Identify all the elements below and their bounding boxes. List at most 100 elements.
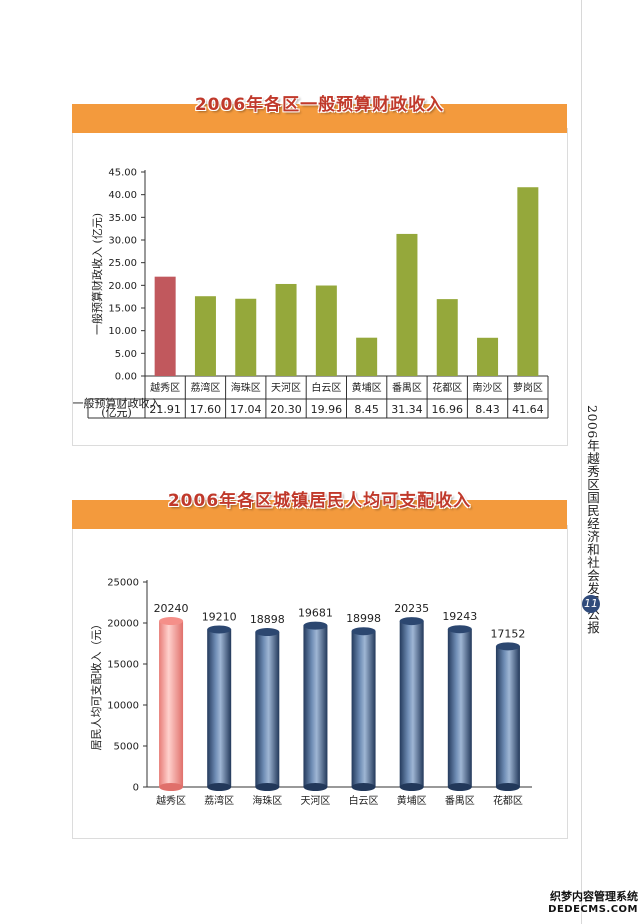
chart2-value-label: 19210 — [202, 610, 237, 623]
chart1-table-row-label-unit: (亿元) — [101, 406, 132, 419]
chart2-bar-cap — [255, 628, 280, 637]
page-number: 11 — [582, 595, 600, 613]
chart1-bar — [517, 187, 539, 376]
chart2-bar-cap — [303, 621, 328, 630]
chart2-bar — [495, 646, 520, 787]
chart1-bar — [477, 337, 499, 376]
chart2-y-tick-label: 10000 — [107, 701, 139, 712]
chart1-value-label: 20.30 — [270, 403, 302, 416]
chart1-value-label: 41.64 — [512, 403, 544, 416]
chart2-bar-cap — [447, 625, 472, 634]
chart2-bar — [255, 632, 280, 787]
chart1-category-label: 白云区 — [311, 381, 341, 394]
chart2-bar-base — [207, 783, 232, 791]
chart1-bar — [275, 283, 297, 376]
chart1-category-label: 越秀区 — [150, 381, 180, 394]
chart1-bar — [356, 337, 378, 376]
chart2-bar-base — [399, 783, 424, 791]
chart2-banner: 2006年各区城镇居民人均可支配收入 — [72, 491, 567, 529]
chart2-y-tick-label: 25000 — [107, 578, 139, 589]
chart1-bar — [315, 285, 337, 376]
chart1-bar — [194, 296, 216, 376]
chart1-y-tick-label: 30.00 — [108, 236, 137, 247]
chart2-y-axis-label: 居民人均可支配收入（元） — [89, 619, 103, 751]
chart1-y-tick-label: 35.00 — [108, 213, 137, 224]
chart2-y-tick-label: 0 — [133, 783, 139, 794]
chart2-bar-base — [447, 783, 472, 791]
chart1-y-tick-label: 0.00 — [115, 372, 137, 383]
chart1-bar — [235, 298, 257, 376]
chart2-category-label: 黄埔区 — [397, 794, 427, 807]
chart1-category-label: 黄埔区 — [352, 381, 382, 394]
chart2-y-tick-label: 5000 — [114, 742, 139, 753]
chart1-category-label: 荔湾区 — [190, 381, 220, 394]
chart1-category-label: 天河区 — [271, 382, 301, 394]
chart1-y-tick-label: 40.00 — [108, 190, 137, 201]
chart1-value-label: 17.60 — [190, 403, 222, 416]
chart2-title: 2006年各区城镇居民人均可支配收入 — [167, 491, 472, 511]
chart2-category-label: 越秀区 — [156, 794, 186, 807]
chart2-bar — [351, 631, 376, 787]
chart2-bar — [159, 621, 184, 787]
chart1-bar — [154, 276, 176, 376]
chart2-bar-cap — [207, 625, 232, 634]
chart2-plot: 0 5000 10000 15000 20000 25000 20240 越秀区 19210 荔湾… — [89, 578, 532, 807]
chart2-bar-base — [159, 783, 184, 791]
chart2-bar-base — [495, 783, 520, 791]
chart1-value-label: 17.04 — [230, 403, 262, 416]
chart1-value-label: 31.34 — [391, 403, 423, 416]
chart2-value-label: 18998 — [346, 612, 381, 625]
chart2-category-label: 白云区 — [349, 794, 379, 807]
chart2-value-label: 20235 — [394, 602, 429, 615]
chart1-bar — [436, 299, 458, 376]
chart2-bar-cap — [495, 642, 520, 651]
chart1-y-tick-label: 20.00 — [108, 281, 137, 292]
page-divider — [581, 0, 582, 924]
chart1-value-label: 8.43 — [475, 403, 500, 416]
chart2-bar-base — [255, 783, 280, 791]
chart2-category-label: 荔湾区 — [204, 794, 234, 807]
chart1-title: 2006年各区一般预算财政收入 — [194, 95, 445, 115]
chart1-plot: 0.00 5.00 10.00 15.00 20.00 25.00 30.00 35.00 40… — [73, 168, 549, 419]
chart1-y-axis-label: 一般预算财政收入 (亿元) — [90, 213, 104, 335]
chart1-category-label: 南沙区 — [473, 381, 503, 394]
chart1-category-label: 花都区 — [432, 381, 462, 394]
chart2-bar — [399, 621, 424, 787]
chart2-bar — [207, 629, 232, 787]
chart1-y-tick-label: 25.00 — [108, 258, 137, 269]
chart2-y-tick-label: 20000 — [107, 619, 139, 630]
chart1-value-label: 19.96 — [311, 403, 343, 416]
watermark-line2: DEDECMS.COM — [548, 904, 638, 915]
chart2-bar — [303, 625, 328, 787]
chart2-bar-cap — [399, 617, 424, 626]
chart2-category-label: 番禺区 — [445, 795, 475, 807]
chart1-category-label: 海珠区 — [231, 381, 261, 394]
chart2-category-label: 花都区 — [493, 794, 523, 807]
chart1-category-label: 番禺区 — [392, 382, 422, 394]
chart1-banner: 2006年各区一般预算财政收入 — [72, 95, 567, 133]
chart1-value-label: 16.96 — [432, 403, 464, 416]
chart2-bar-base — [303, 783, 328, 791]
watermark: 织梦内容管理系统 DEDECMS.COM — [530, 890, 638, 916]
chart2-bar-base — [351, 783, 376, 791]
watermark-line1: 织梦内容管理系统 — [550, 890, 638, 903]
chart2-bar-cap — [159, 617, 184, 626]
chart2-category-label: 天河区 — [300, 795, 330, 807]
chart1-category-label: 萝岗区 — [513, 382, 543, 394]
chart1-y-tick-label: 45.00 — [108, 168, 137, 179]
chart1-y-tick-label: 15.00 — [108, 304, 137, 315]
chart2-y-tick-label: 15000 — [107, 660, 139, 671]
chart1-table-row-label: 一般预算财政收入 — [73, 396, 161, 410]
chart1-value-label: 21.91 — [149, 403, 181, 416]
chart2-value-label: 17152 — [490, 627, 525, 640]
chart2-value-label: 19243 — [442, 610, 477, 623]
chart2-value-label: 18898 — [250, 613, 285, 626]
chart2-value-label: 19681 — [298, 607, 333, 620]
chart2-bar-cap — [351, 627, 376, 636]
side-title: 2006年越秀区国民经济和社会发展公报 — [585, 405, 600, 634]
chart2-bar — [447, 629, 472, 787]
chart1-y-tick-label: 5.00 — [115, 349, 137, 360]
chart1-bar — [396, 233, 418, 376]
chart1-value-label: 8.45 — [354, 403, 379, 416]
